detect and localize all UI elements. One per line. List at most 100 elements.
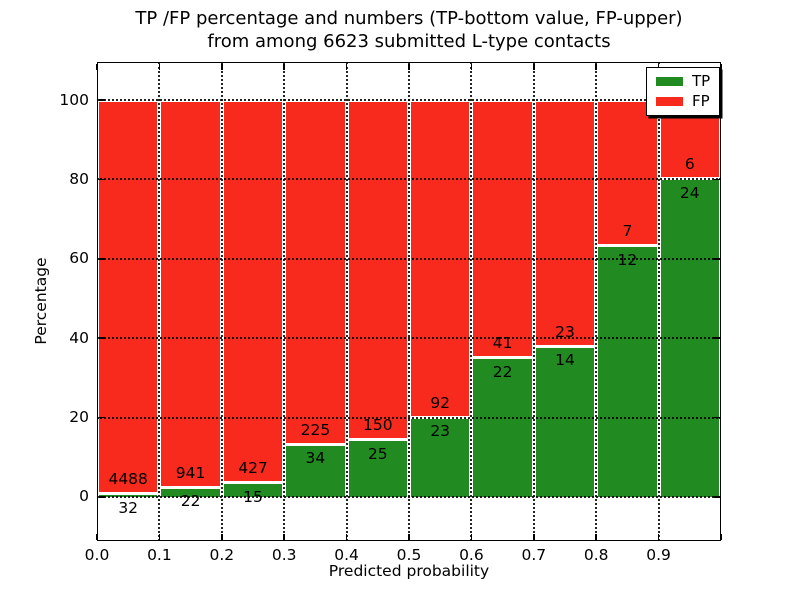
- x-tick-mark-top: [470, 63, 473, 70]
- y-tick-mark: [98, 337, 105, 339]
- bar-segment-tp: [99, 494, 158, 497]
- x-tick-mark-top: [158, 63, 161, 70]
- chart-title: TP /FP percentage and numbers (TP-bottom…: [97, 7, 721, 53]
- x-tick-mark: [158, 533, 161, 540]
- y-tick-mark: [98, 416, 105, 419]
- fp-count-label: 6: [684, 155, 695, 174]
- x-tick-mark: [657, 533, 660, 540]
- x-tick-label: 0.1: [147, 546, 172, 564]
- x-tick-mark-top: [408, 63, 410, 70]
- x-tick-mark: [720, 533, 722, 540]
- fp-count-label: 225: [300, 420, 331, 439]
- y-tick-mark-right: [713, 496, 720, 498]
- x-tick-label: 0.6: [459, 546, 484, 564]
- x-tick-mark-top: [345, 63, 348, 70]
- y-tick-label: 40: [69, 328, 89, 347]
- bar: [346, 100, 409, 497]
- x-tick-label: 0.9: [646, 546, 671, 564]
- bar-segment-fp: [223, 100, 283, 484]
- tp-count-label: 24: [679, 183, 700, 202]
- x-tick-label: 0.5: [396, 546, 422, 564]
- x-gridline: [220, 62, 223, 541]
- bar-segment-fp: [535, 100, 595, 347]
- fp-count-label: 150: [363, 416, 393, 435]
- legend-row: TP: [656, 73, 710, 90]
- x-gridline: [408, 62, 410, 541]
- x-tick-mark-top: [720, 63, 722, 70]
- chart-title-line1: TP /FP percentage and numbers (TP-bottom…: [135, 8, 683, 29]
- x-tick-mark: [408, 533, 410, 540]
- fp-count-label: 23: [555, 322, 575, 341]
- y-tick-mark: [98, 496, 105, 498]
- x-tick-mark: [283, 533, 285, 540]
- bar: [221, 100, 285, 497]
- bar-segment-fp: [348, 100, 407, 441]
- x-tick-label: 0.8: [583, 546, 609, 564]
- y-tick-mark: [98, 99, 105, 101]
- legend-swatch-tp-icon: [656, 76, 683, 87]
- x-tick-mark-top: [533, 63, 535, 70]
- x-tick-mark: [221, 533, 223, 540]
- y-tick-label: 0: [79, 487, 89, 506]
- x-tick-label: 0.0: [84, 546, 110, 564]
- x-tick-mark-top: [595, 63, 597, 70]
- bar-segment-tp: [286, 444, 345, 497]
- legend: TP FP: [646, 67, 721, 116]
- tp-count-label: 12: [617, 250, 638, 269]
- x-tick-mark: [470, 533, 473, 540]
- bar: [596, 100, 659, 497]
- legend-label: FP: [692, 92, 710, 110]
- x-tick-label: 0.3: [271, 546, 297, 564]
- x-gridline: [158, 62, 161, 541]
- tp-count-label: 25: [367, 444, 388, 463]
- fp-count-label: 427: [238, 459, 268, 478]
- x-tick-mark: [533, 533, 535, 540]
- tp-count-label: 22: [180, 492, 201, 511]
- x-tick-mark: [345, 533, 348, 540]
- bar-segment-tp: [223, 483, 283, 497]
- bar-segment-tp: [348, 440, 407, 497]
- y-tick-mark-right: [713, 337, 720, 339]
- bar: [533, 100, 597, 497]
- x-tick-label: 0.7: [521, 546, 547, 564]
- tp-count-label: 15: [243, 487, 263, 506]
- x-tick-mark-top: [221, 63, 223, 70]
- x-gridline: [532, 62, 535, 541]
- bar-segment-tp: [411, 417, 470, 497]
- chart-title-line2: from among 6623 submitted L-type contact…: [207, 31, 611, 52]
- y-tick-mark-right: [713, 416, 720, 419]
- bar-segment-fp: [161, 100, 220, 488]
- legend-row: FP: [656, 93, 710, 110]
- x-gridline: [283, 62, 286, 541]
- y-tick-mark-right: [713, 258, 720, 260]
- tp-count-label: 34: [305, 449, 326, 468]
- bar-segment-tp: [161, 487, 220, 497]
- tp-count-label: 22: [492, 362, 513, 381]
- bar: [159, 100, 222, 497]
- y-tick-label: 100: [59, 90, 89, 109]
- x-gridline: [595, 62, 598, 541]
- x-axis-label: Predicted probability: [328, 562, 490, 580]
- y-tick-label: 80: [69, 169, 89, 188]
- fp-count-label: 941: [175, 463, 206, 482]
- fp-count-label: 92: [430, 393, 451, 412]
- fp-count-label: 41: [492, 334, 513, 353]
- x-tick-label: 0.4: [334, 546, 359, 564]
- bar: [471, 100, 534, 497]
- bar-segment-fp: [286, 100, 345, 445]
- bar: [97, 100, 160, 497]
- x-gridline: [470, 62, 473, 541]
- bar-segment-fp: [598, 100, 657, 247]
- bar-segment-fp: [473, 100, 532, 359]
- x-tick-mark: [96, 533, 98, 540]
- y-tick-label: 20: [69, 408, 89, 427]
- bar-segment-tp: [473, 358, 532, 497]
- fp-count-label: 4488: [108, 470, 148, 489]
- tp-count-label: 14: [555, 351, 575, 370]
- y-tick-mark: [98, 178, 105, 181]
- x-tick-mark-top: [657, 63, 660, 70]
- fp-count-label: 7: [622, 222, 633, 241]
- y-tick-mark: [98, 258, 105, 260]
- bar: [284, 100, 347, 497]
